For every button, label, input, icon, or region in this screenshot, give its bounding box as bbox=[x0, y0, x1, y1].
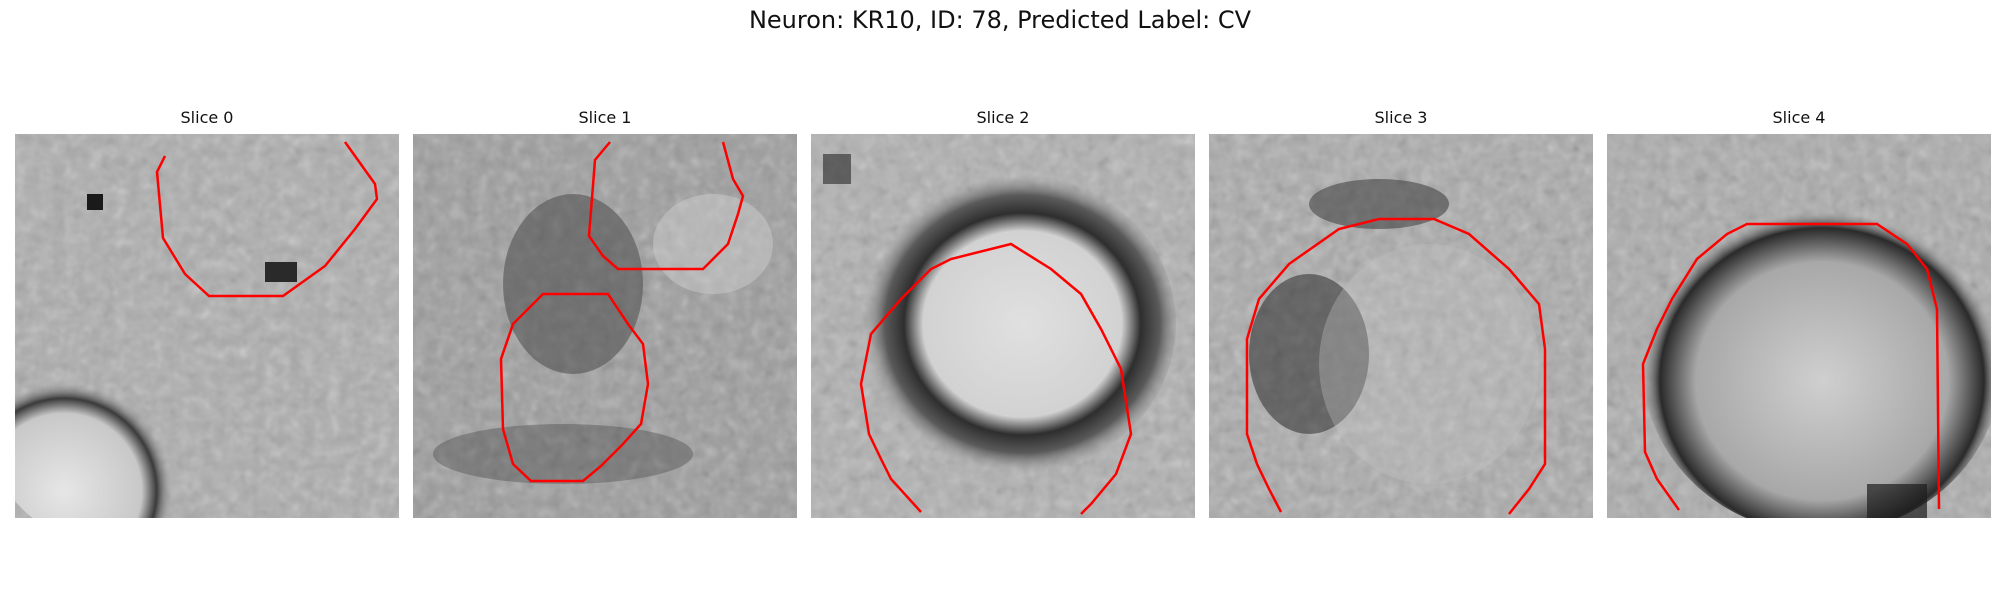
slice-image-2 bbox=[811, 134, 1195, 518]
slice-image-0 bbox=[15, 134, 399, 518]
figure-title: Neuron: KR10, ID: 78, Predicted Label: C… bbox=[748, 6, 1252, 34]
contour-line bbox=[859, 242, 1133, 515]
slice-title-2: Slice 2 bbox=[976, 108, 1030, 127]
contour-line bbox=[499, 292, 650, 483]
contour-line bbox=[1245, 217, 1547, 515]
slice-title-0: Slice 0 bbox=[180, 108, 234, 127]
contour-line bbox=[1641, 222, 1941, 511]
slice-title-4: Slice 4 bbox=[1772, 108, 1826, 127]
slice-panel-1: Slice 1 bbox=[413, 108, 797, 518]
slice-panel-4: Slice 4 bbox=[1607, 108, 1991, 518]
contour-line bbox=[587, 141, 745, 271]
slice-title-1: Slice 1 bbox=[578, 108, 632, 127]
slice-image-4 bbox=[1607, 134, 1991, 518]
slice-panel-0: Slice 0 bbox=[15, 108, 399, 518]
contour-line bbox=[155, 141, 379, 298]
slice-image-3 bbox=[1209, 134, 1593, 518]
slice-title-3: Slice 3 bbox=[1374, 108, 1428, 127]
slice-panel-3: Slice 3 bbox=[1209, 108, 1593, 518]
slice-image-1 bbox=[413, 134, 797, 518]
slice-panel-2: Slice 2 bbox=[811, 108, 1195, 518]
